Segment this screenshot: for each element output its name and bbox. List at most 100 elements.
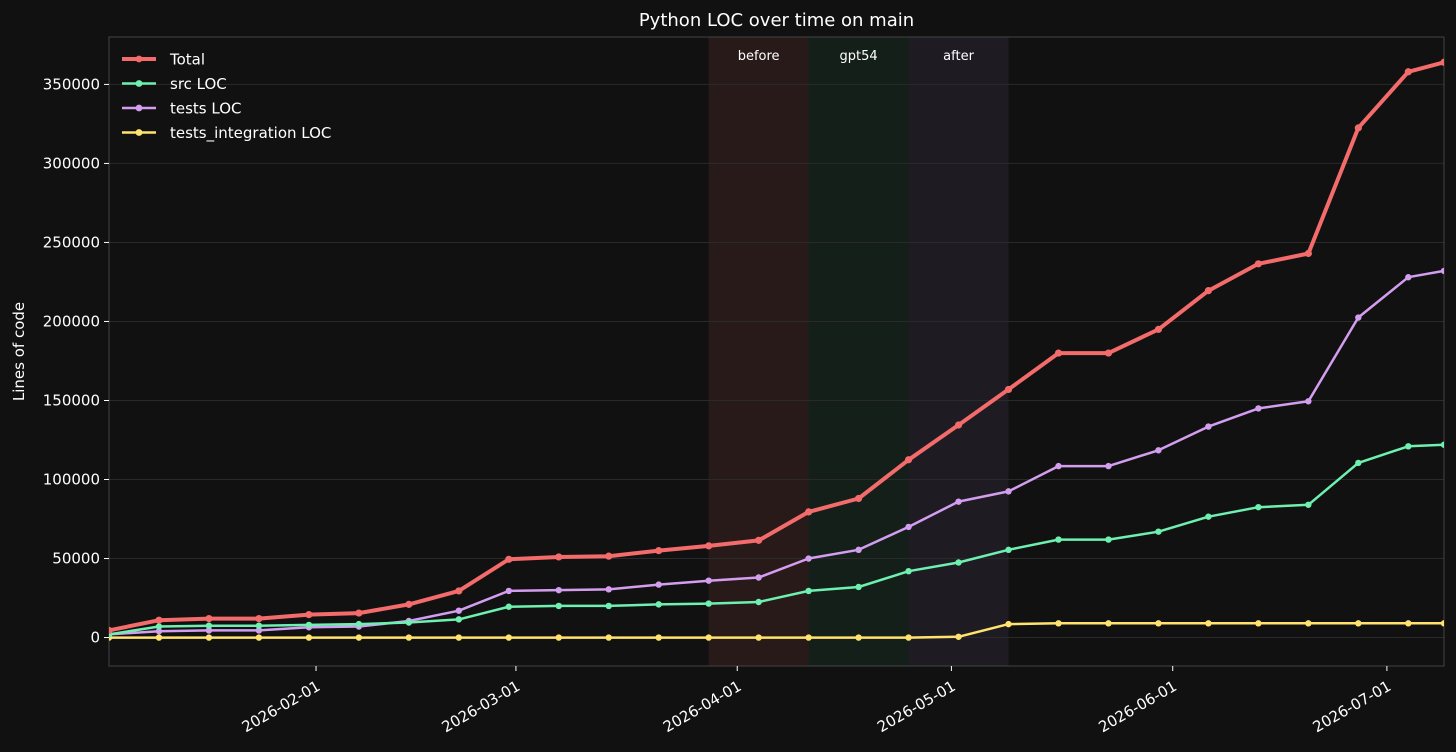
data-point-tests-integration-loc bbox=[1355, 620, 1362, 627]
legend-label: tests_integration LOC bbox=[170, 124, 331, 143]
legend-item-tests-integration-loc: tests_integration LOC bbox=[122, 124, 331, 143]
data-point-tests-loc bbox=[655, 581, 662, 588]
data-point-tests-loc bbox=[505, 587, 512, 595]
data-point-tests-loc bbox=[1205, 423, 1212, 430]
data-point-src-loc bbox=[1105, 536, 1112, 543]
data-point-src-loc bbox=[1055, 536, 1062, 543]
data-point-tests-loc bbox=[455, 607, 463, 614]
data-point-tests-integration-loc bbox=[1155, 620, 1162, 627]
legend-label: tests LOC bbox=[170, 100, 242, 118]
data-point-total bbox=[305, 611, 313, 619]
data-point-src-loc bbox=[1405, 443, 1412, 450]
data-point-tests-loc bbox=[1105, 462, 1112, 470]
data-point-tests-integration-loc bbox=[755, 634, 762, 641]
data-point-tests-integration-loc bbox=[1255, 620, 1262, 627]
legend-swatch-marker bbox=[135, 80, 143, 87]
data-point-tests-loc bbox=[1255, 405, 1262, 412]
data-point-total bbox=[505, 555, 513, 563]
data-point-src-loc bbox=[455, 616, 463, 623]
data-point-tests-integration-loc bbox=[805, 634, 812, 641]
data-point-tests-integration-loc bbox=[705, 634, 712, 641]
data-point-src-loc bbox=[855, 583, 862, 591]
legend: Total src LOC tests LOC tests_integration L… bbox=[122, 51, 331, 143]
data-point-tests-integration-loc bbox=[1055, 620, 1062, 627]
data-point-tests-loc bbox=[255, 627, 263, 634]
data-point-total bbox=[705, 542, 713, 550]
data-point-tests-loc bbox=[805, 555, 812, 562]
data-point-src-loc bbox=[305, 621, 313, 629]
series-src-loc bbox=[109, 441, 1444, 638]
data-point-total bbox=[555, 553, 563, 561]
data-point-tests-integration-loc bbox=[155, 634, 163, 641]
data-point-tests-loc bbox=[955, 498, 962, 505]
data-point-tests-integration-loc bbox=[905, 634, 912, 641]
series-total bbox=[109, 58, 1444, 635]
data-point-src-loc bbox=[405, 619, 413, 626]
legend-label: src LOC bbox=[170, 75, 227, 93]
data-point-tests-integration-loc bbox=[1105, 620, 1112, 627]
data-point-tests-integration-loc bbox=[1305, 620, 1312, 627]
y-axis-label: Lines of code bbox=[10, 302, 28, 401]
data-point-total bbox=[155, 616, 163, 624]
data-point-total bbox=[1204, 287, 1213, 295]
y-tick-label: 300000 bbox=[43, 154, 100, 172]
data-point-src-loc bbox=[1005, 546, 1012, 554]
data-point-src-loc bbox=[1205, 513, 1212, 520]
legend-swatch-marker bbox=[135, 104, 143, 112]
data-point-total bbox=[904, 456, 913, 464]
data-point-total bbox=[455, 587, 463, 595]
data-point-tests-integration-loc bbox=[855, 634, 862, 641]
data-point-src-loc bbox=[805, 587, 812, 595]
region-after bbox=[908, 37, 1009, 666]
data-point-tests-loc bbox=[855, 546, 862, 554]
legend-item-src-loc: src LOC bbox=[122, 75, 227, 93]
data-point-src-loc bbox=[1355, 459, 1362, 467]
series-line-tests-loc bbox=[109, 269, 1444, 636]
data-point-src-loc bbox=[205, 622, 213, 629]
data-point-src-loc bbox=[555, 602, 562, 610]
data-point-tests-integration-loc bbox=[605, 634, 612, 641]
data-point-total bbox=[1404, 68, 1412, 76]
data-point-tests-loc bbox=[1355, 314, 1362, 321]
data-point-tests-loc bbox=[755, 574, 762, 581]
data-point-tests-loc bbox=[1055, 462, 1062, 470]
data-point-tests-loc bbox=[1155, 447, 1162, 454]
plot-frame bbox=[108, 36, 1445, 667]
data-point-total bbox=[109, 626, 113, 635]
data-point-src-loc bbox=[255, 622, 263, 629]
chart-title: Python LOC over time on main bbox=[639, 10, 914, 31]
data-point-tests-loc bbox=[155, 628, 163, 635]
legend-item-total: Total bbox=[122, 51, 205, 69]
region-gpt54 bbox=[808, 37, 909, 666]
data-point-tests-integration-loc bbox=[405, 634, 413, 641]
legend-swatch-marker bbox=[135, 129, 143, 136]
data-point-total bbox=[405, 600, 413, 608]
region-label-gpt54: gpt54 bbox=[840, 49, 878, 64]
y-tick-label: 50000 bbox=[52, 550, 100, 568]
data-point-src-loc bbox=[955, 559, 962, 566]
data-point-tests-loc bbox=[1305, 398, 1312, 405]
data-point-src-loc bbox=[905, 567, 912, 575]
data-point-src-loc bbox=[755, 598, 762, 606]
data-point-total bbox=[755, 536, 763, 544]
data-point-src-loc bbox=[155, 623, 163, 630]
data-point-src-loc bbox=[355, 620, 363, 628]
data-point-tests-loc bbox=[1440, 267, 1444, 275]
data-point-total bbox=[1440, 58, 1444, 66]
data-point-tests-integration-loc bbox=[355, 634, 363, 641]
series-line-total bbox=[109, 60, 1444, 633]
data-point-tests-integration-loc bbox=[455, 634, 463, 641]
series-tests-integration-loc bbox=[109, 620, 1444, 641]
region-label-after: after bbox=[943, 49, 974, 64]
data-point-tests-integration-loc bbox=[1205, 620, 1212, 627]
y-tick-label: 0 bbox=[90, 629, 100, 647]
region-before bbox=[708, 37, 809, 666]
series-line-src-loc bbox=[109, 443, 1444, 636]
data-point-tests-integration-loc bbox=[955, 633, 962, 640]
data-point-src-loc bbox=[1305, 501, 1312, 508]
data-point-total bbox=[205, 614, 213, 623]
data-point-tests-integration-loc bbox=[555, 634, 562, 641]
legend-label: Total bbox=[169, 51, 205, 69]
data-point-total bbox=[605, 552, 613, 560]
data-point-src-loc bbox=[655, 601, 662, 608]
